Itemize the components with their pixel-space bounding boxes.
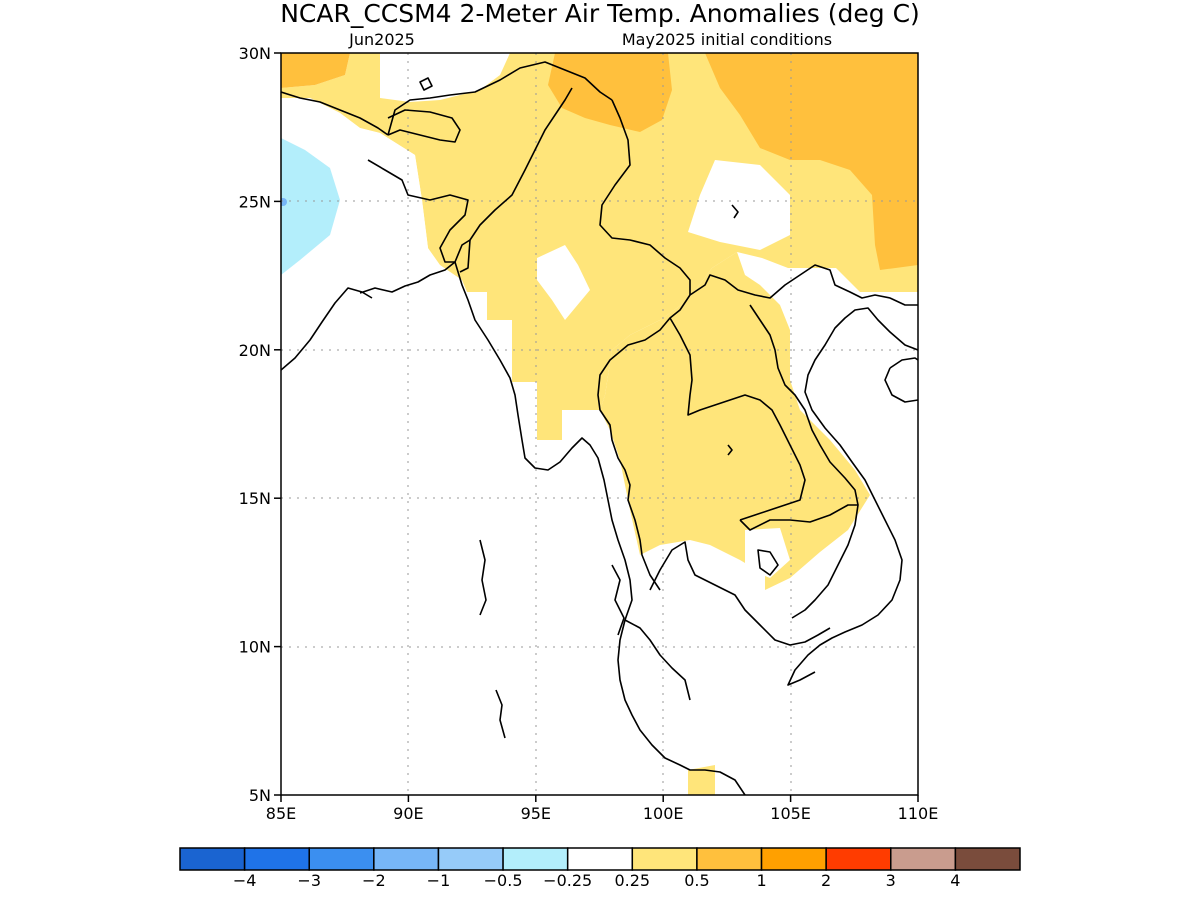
near-normal-hole-yunnan xyxy=(688,160,790,250)
lat-tick-label: 30N xyxy=(239,44,271,63)
border-bhutan xyxy=(387,109,461,143)
anomaly-region-0.5-1-west xyxy=(281,53,350,88)
border-myanmar-india xyxy=(469,87,573,241)
colorbar-swatch xyxy=(243,847,310,871)
map-plot-area xyxy=(281,53,918,795)
lon-tick-label: 95E xyxy=(521,804,551,823)
anomaly-region-0.25-0.5-south xyxy=(688,765,715,795)
anomaly-spot-neg xyxy=(281,198,287,206)
near-normal-hole-north xyxy=(380,53,510,102)
colorbar-swatch xyxy=(631,847,698,871)
coastline-andaman-south xyxy=(495,689,506,739)
border-myanmar-china xyxy=(599,99,691,295)
near-normal-hole-westborder xyxy=(281,98,428,250)
colorbar-swatch xyxy=(954,847,1021,871)
border-laos-china xyxy=(689,264,918,306)
coastline-tonlesap xyxy=(757,549,779,576)
colorbar-label: −3 xyxy=(297,871,321,890)
colorbar-label: −0.25 xyxy=(543,871,592,890)
lon-tick-label: 105E xyxy=(770,804,811,823)
colorbar-swatch xyxy=(502,847,569,871)
colorbar-label: −4 xyxy=(233,871,257,890)
colorbar-swatch xyxy=(308,847,375,871)
coastline-myanmar-west xyxy=(454,261,746,795)
colorbar-swatch xyxy=(825,847,892,871)
border-cambodia xyxy=(739,504,859,619)
colorbar: −4 −3 −2 −1 −0.5 −0.25 0.25 0.5 1 2 3 4 xyxy=(179,847,1021,890)
colorbar-label: 1 xyxy=(756,871,766,890)
lon-tick-label: 100E xyxy=(643,804,684,823)
lon-tick-label: 90E xyxy=(393,804,423,823)
near-normal-hole-cambodia xyxy=(745,528,790,578)
lat-tick-label: 20N xyxy=(239,341,271,360)
colorbar-swatch xyxy=(437,847,504,871)
colorbar-swatch xyxy=(566,847,634,871)
coastline-islands-west xyxy=(611,564,625,636)
colorbar-swatch xyxy=(696,847,763,871)
lat-tick-label: 25N xyxy=(239,192,271,211)
map-subtitle-initial: May2025 initial conditions xyxy=(622,30,832,49)
lon-tick-label: 85E xyxy=(266,804,296,823)
colorbar-swatch xyxy=(179,847,246,871)
lat-tick-label: 5N xyxy=(249,786,271,805)
map-frame xyxy=(280,52,919,796)
latitude-axis: 5N 10N 15N 20N 25N 30N xyxy=(239,44,281,805)
colorbar-label: 4 xyxy=(950,871,960,890)
colorbar-label: 0.25 xyxy=(614,871,650,890)
longitude-axis: 85E 90E 95E 100E 105E 110E xyxy=(266,795,939,823)
coastlines xyxy=(281,261,918,795)
near-normal-hole-myanmar xyxy=(537,245,590,320)
country-borders xyxy=(281,61,918,701)
coastline-vietnam xyxy=(787,307,918,686)
border-nepal-india xyxy=(281,91,389,136)
map-title: NCAR_CCSM4 2-Meter Air Temp. Anomalies (… xyxy=(280,0,920,28)
colorbar-label: 2 xyxy=(821,871,831,890)
colorbar-swatch xyxy=(373,847,440,871)
colorbar-label: 0.5 xyxy=(684,871,709,890)
map-subtitle-month: Jun2025 xyxy=(348,30,415,49)
coastline-gulf-of-thailand xyxy=(649,541,831,646)
anomaly-region-neg-0.25-0.5 xyxy=(281,138,340,275)
coastline-andaman-north xyxy=(479,539,487,616)
colorbar-label: 3 xyxy=(886,871,896,890)
border-laos-vietnam xyxy=(749,304,859,506)
coastline-hainan xyxy=(884,357,918,403)
border-india-china xyxy=(387,61,613,136)
border-thailand-south xyxy=(624,619,691,701)
border-myanmar-laos-thailand xyxy=(597,294,691,591)
border-laos-thailand xyxy=(669,317,806,521)
lat-tick-label: 15N xyxy=(239,489,271,508)
anomaly-region-0.25-0.5-indochina xyxy=(600,252,870,590)
anomaly-region-0.5-1-north xyxy=(548,53,672,132)
colorbar-label: −0.5 xyxy=(484,871,523,890)
lat-tick-label: 10N xyxy=(239,638,271,657)
border-bangladesh xyxy=(367,159,471,273)
coastline-india-east xyxy=(281,287,373,371)
colorbar-swatch xyxy=(760,847,827,871)
colorbar-label: −1 xyxy=(427,871,451,890)
anomaly-region-0.5-1-east xyxy=(705,53,918,270)
colorbar-swatch xyxy=(890,847,957,871)
lon-tick-label: 110E xyxy=(898,804,939,823)
lake-markers xyxy=(419,77,739,456)
coastline-bengal-delta xyxy=(359,261,456,294)
colorbar-label: −2 xyxy=(362,871,386,890)
anomaly-region-0.25-0.5 xyxy=(281,53,918,440)
